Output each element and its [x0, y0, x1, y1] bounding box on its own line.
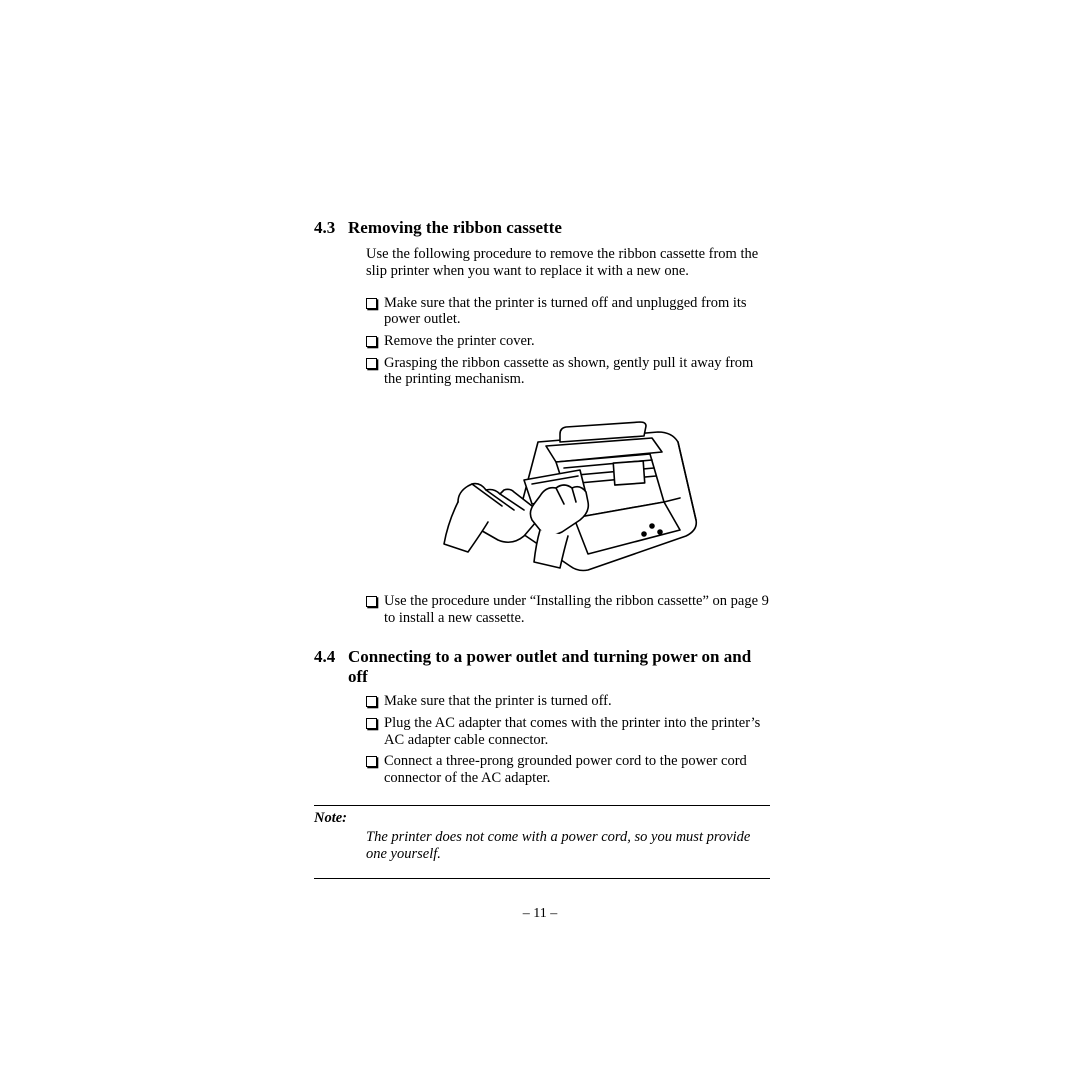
section-4-4-body: Make sure that the printer is turned off… — [366, 693, 770, 786]
list-item: Make sure that the printer is turned off… — [366, 295, 770, 328]
list-item: Remove the printer cover. — [366, 333, 770, 350]
page: 4.3 Removing the ribbon cassette Use the… — [0, 0, 1080, 1080]
section-4-3-intro: Use the following procedure to remove th… — [366, 246, 770, 280]
checkbox-icon — [366, 358, 377, 369]
section-4-3-body: Use the following procedure to remove th… — [366, 246, 770, 626]
section-4-3-list-after: Use the procedure under “Installing the … — [366, 593, 770, 626]
checkbox-icon — [366, 298, 377, 309]
section-4-3-title: Removing the ribbon cassette — [348, 218, 562, 238]
section-4-3-list: Make sure that the printer is turned off… — [366, 295, 770, 388]
list-item-text: Make sure that the printer is turned off… — [384, 295, 747, 328]
list-item: Use the procedure under “Installing the … — [366, 593, 770, 626]
note-rule-top — [314, 805, 770, 806]
checkbox-icon — [366, 696, 377, 707]
note-body: The printer does not come with a power c… — [366, 829, 770, 863]
list-item-text: Plug the AC adapter that comes with the … — [384, 715, 760, 748]
checkbox-icon — [366, 756, 377, 767]
checkbox-icon — [366, 596, 377, 607]
list-item: Grasping the ribbon cassette as shown, g… — [366, 355, 770, 388]
content-area: 4.3 Removing the ribbon cassette Use the… — [314, 218, 770, 879]
list-item-text: Connect a three-prong grounded power cor… — [384, 753, 747, 786]
list-item-text: Remove the printer cover. — [384, 333, 535, 349]
checkbox-icon — [366, 718, 377, 729]
printer-illustration-icon — [428, 402, 708, 572]
section-4-4-list: Make sure that the printer is turned off… — [366, 693, 770, 786]
list-item-text: Grasping the ribbon cassette as shown, g… — [384, 355, 753, 388]
list-item-text: Use the procedure under “Installing the … — [384, 593, 769, 626]
checkbox-icon — [366, 336, 377, 347]
list-item: Connect a three-prong grounded power cor… — [366, 753, 770, 786]
figure-ribbon-cassette-removal — [428, 402, 708, 577]
list-item-text: Make sure that the printer is turned off… — [384, 693, 612, 709]
list-item: Make sure that the printer is turned off… — [366, 693, 770, 710]
section-4-4-title: Connecting to a power outlet and turning… — [348, 647, 770, 687]
section-4-3-heading: 4.3 Removing the ribbon cassette — [314, 218, 770, 238]
section-4-3-number: 4.3 — [314, 218, 348, 238]
list-item: Plug the AC adapter that comes with the … — [366, 715, 770, 748]
section-4-4-heading: 4.4 Connecting to a power outlet and tur… — [314, 647, 770, 687]
note-label: Note: — [314, 810, 770, 827]
page-number: – 11 – — [0, 906, 1080, 922]
section-4-4-number: 4.4 — [314, 647, 348, 667]
note-rule-bottom — [314, 878, 770, 879]
